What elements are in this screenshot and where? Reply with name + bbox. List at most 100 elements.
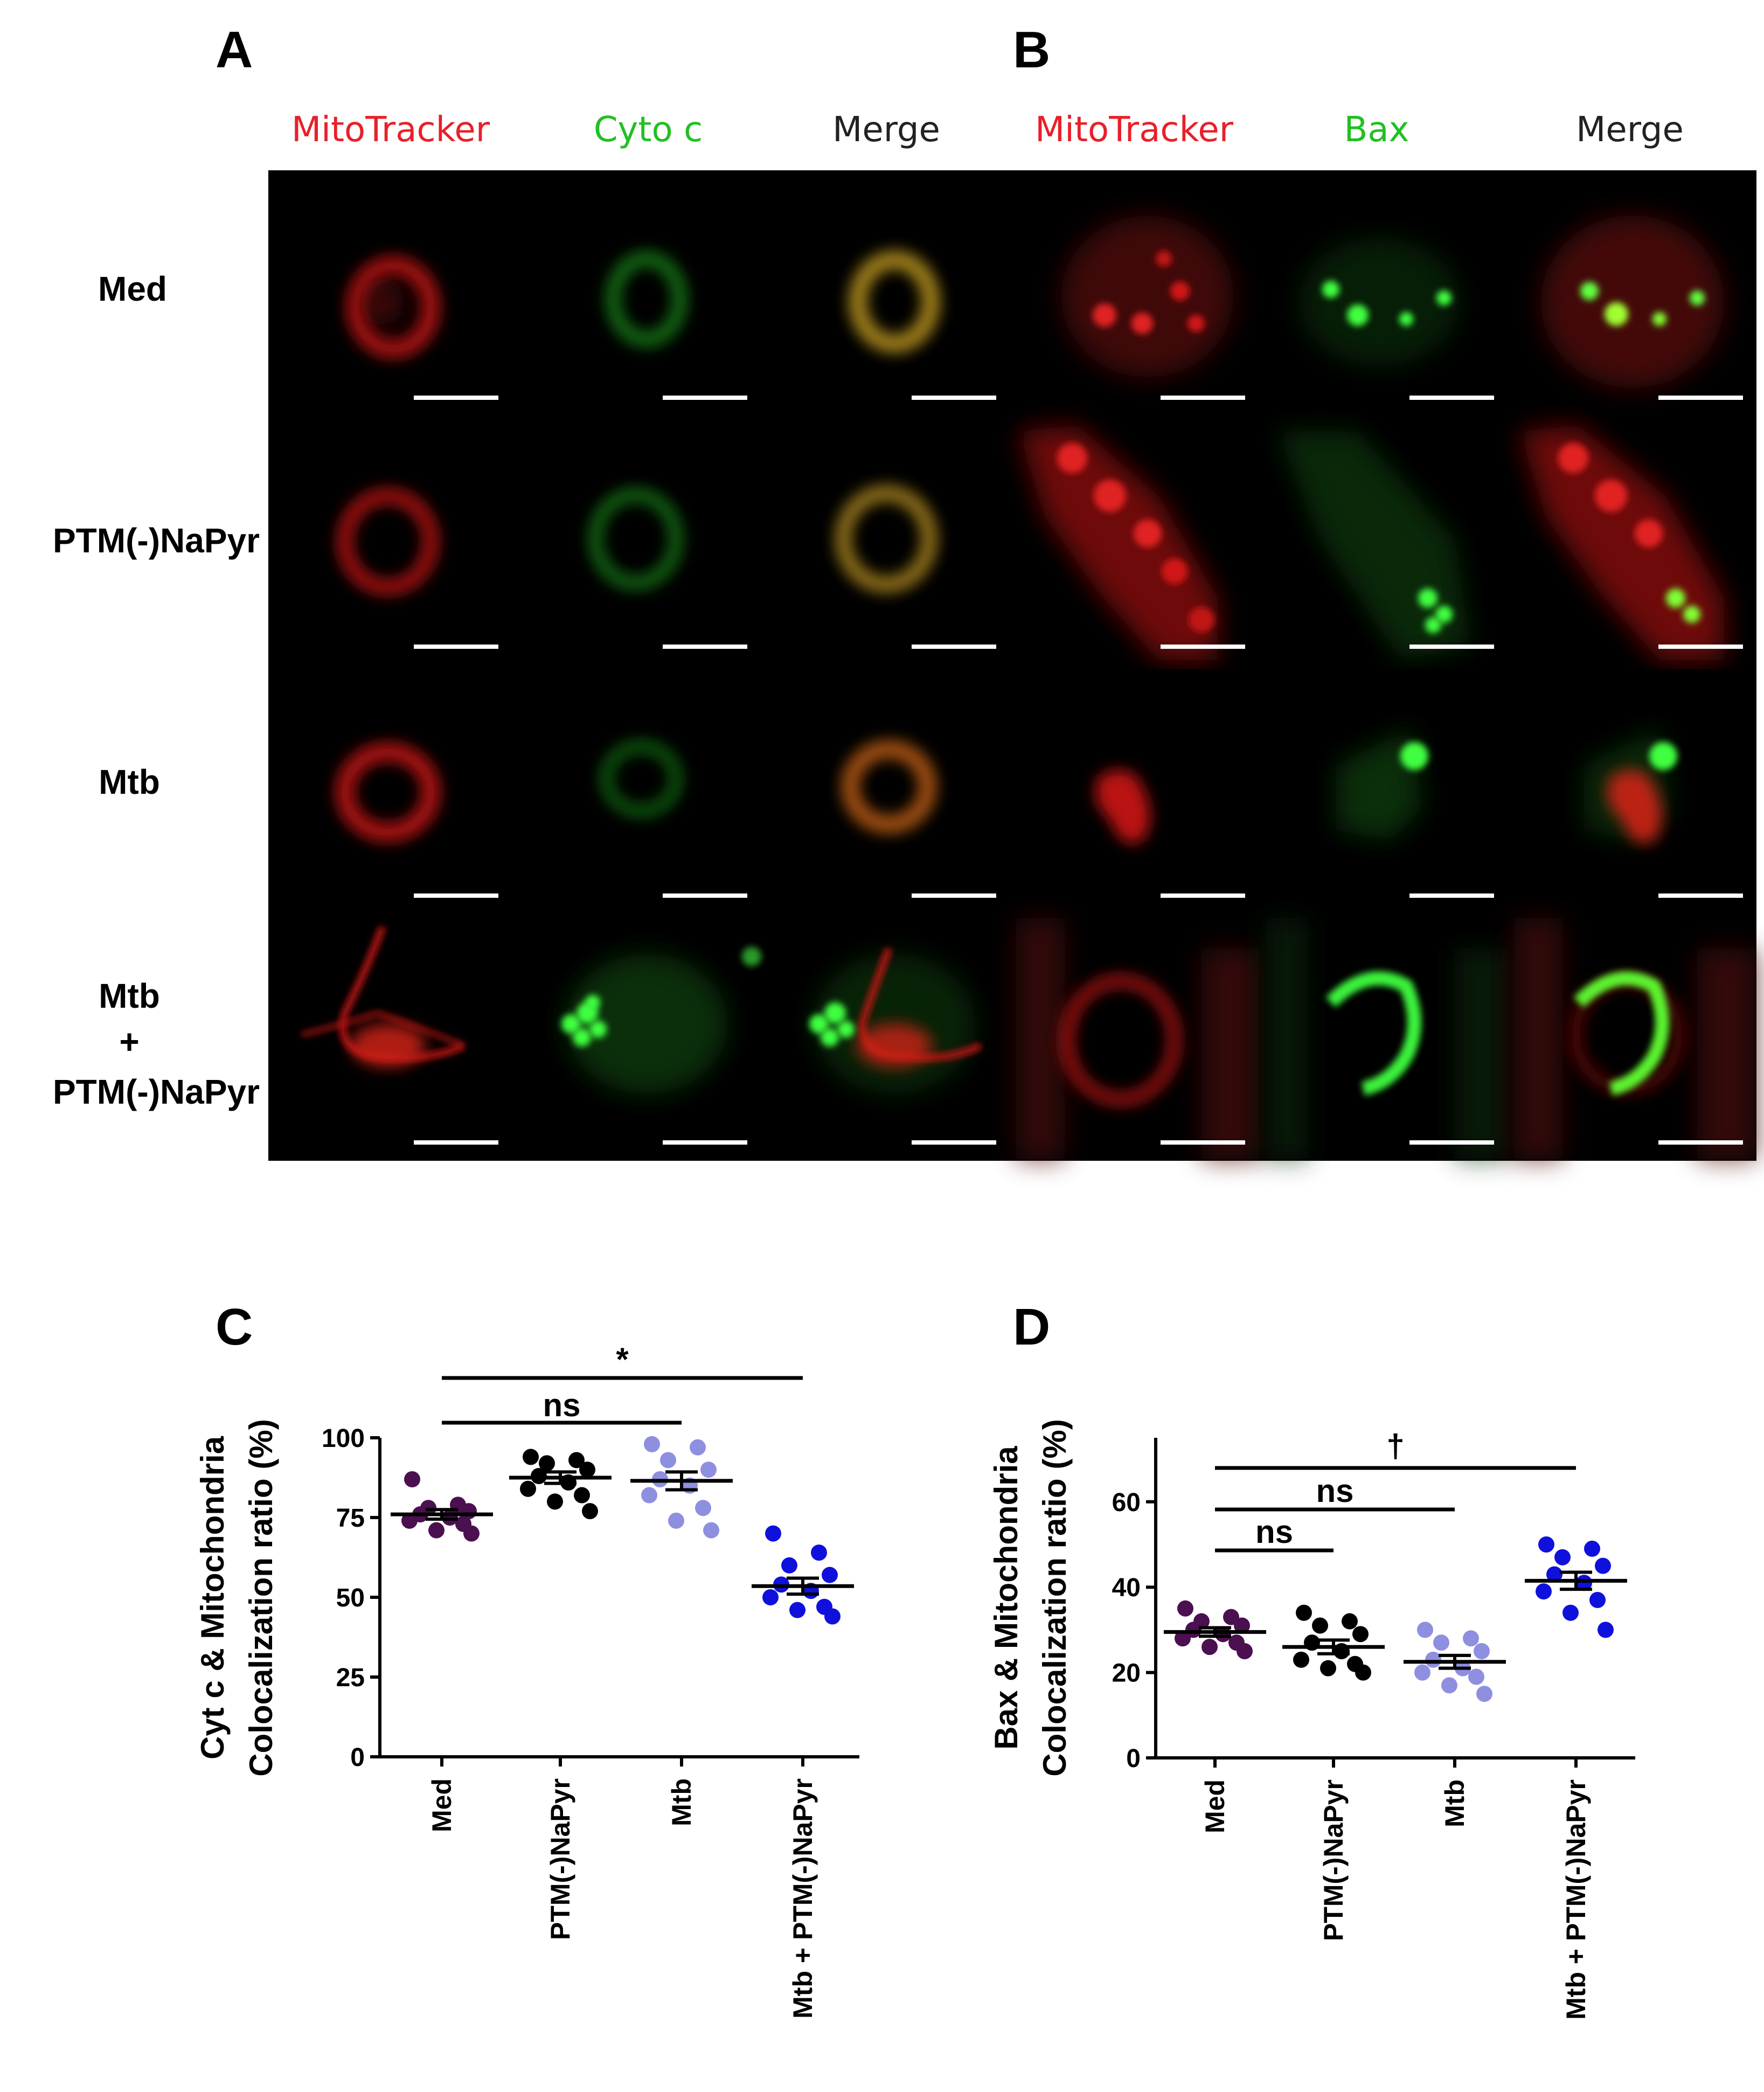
data-point [1296,1604,1312,1621]
data-point [463,1525,480,1542]
micro-image-a-r3-cyto-c [518,918,761,1160]
data-point [1441,1677,1457,1694]
data-point [523,1449,539,1465]
data-point [695,1500,711,1516]
data-point [700,1461,717,1478]
data-point [1474,1643,1490,1659]
micro-image-b-r2-mitotracker [1016,669,1259,912]
data-point [1177,1600,1193,1617]
microscopy-image-grid [268,170,1756,1161]
data-point [1320,1660,1336,1677]
data-point [668,1512,684,1529]
panel-letter-b: B [1013,21,1050,79]
y-tick-label: 25 [336,1664,365,1692]
significance-label: ns [1255,1514,1293,1550]
data-point [1554,1549,1571,1565]
data-point [1598,1622,1614,1638]
micro-image-a-r2-merge [767,669,1010,912]
micro-image-a-r2-mitotracker [269,669,512,912]
data-point [1312,1617,1328,1634]
data-point [1215,1626,1231,1643]
y-tick-label: 0 [1126,1744,1141,1773]
data-point [641,1487,657,1504]
y-tick-label: 75 [336,1504,365,1533]
scale-bars [414,396,1743,1145]
data-point [404,1471,420,1487]
data-point [1546,1566,1562,1583]
chart-c: 0 25 50 75 100 Cyt c & Mitochondria Colocaliza… [195,1341,859,2019]
micro-image-a-r3-mitotracker [269,918,512,1160]
x-tick-label: Mtb [1440,1779,1470,1827]
micro-image-b-r1-mitotracker [1016,420,1259,663]
x-tick-label: Mtb [666,1778,697,1826]
micro-image-b-r0-bax [1265,171,1508,414]
data-point [1237,1643,1253,1659]
data-point [1293,1651,1309,1668]
data-point [1175,1630,1191,1647]
data-point [1202,1639,1218,1655]
data-point [1538,1536,1554,1553]
data-point [547,1493,563,1510]
data-point [1355,1664,1371,1681]
data-point [1417,1622,1433,1638]
micro-image-b-r0-mitotracker [1016,171,1259,414]
panel-letter-a: A [216,21,253,79]
micro-image-a-r1-mitotracker [269,420,512,663]
y-axis-label: Bax & Mitochondria [988,1446,1024,1750]
data-point [1414,1664,1430,1681]
data-point [401,1512,418,1529]
y-axis-label: Cyt c & Mitochondria [195,1436,231,1760]
data-point [1562,1604,1579,1621]
header-a-cyto-c: Cyto c [594,110,703,150]
row-label-mtb-combo-line2: + [119,1022,139,1061]
y-tick-label: 100 [322,1424,365,1453]
y-axis-label: Colocalization ratio (%) [1037,1419,1073,1776]
data-point [579,1461,595,1478]
data-point [1595,1557,1611,1574]
data-point [1425,1651,1441,1668]
data-point [1468,1668,1484,1685]
y-tick-label: 60 [1112,1488,1141,1517]
data-point [789,1602,805,1618]
header-b-bax: Bax [1344,110,1409,150]
row-label-mtb-combo-line1: Mtb [99,976,160,1015]
micro-image-b-r3-bax [1265,918,1508,1160]
significance-label: ns [543,1387,580,1423]
data-point [1223,1609,1239,1625]
chart-d: 0 20 40 60 Bax & Mitochondria Colocalization … [988,1419,1635,2020]
y-tick-label: 20 [1112,1659,1141,1688]
row-label-mtb-combo-line3: PTM(-)NaPyr [53,1072,260,1111]
micro-image-b-r1-merge [1514,420,1756,663]
header-a-merge: Merge [832,110,940,150]
row-label-ptm-napyr: PTM(-)NaPyr [53,521,260,560]
panel-letter-d: D [1013,1298,1050,1356]
row-label-med: Med [98,269,167,308]
micro-image-b-r2-bax [1265,669,1508,912]
micro-image-b-r3-mitotracker [1016,918,1259,1160]
data-point [781,1557,797,1574]
significance-label: * [616,1341,629,1377]
micro-image-a-r1-cyto-c [518,420,761,663]
data-point [582,1503,598,1520]
header-b-mitotracker: MitoTracker [1035,110,1234,150]
data-point [1352,1626,1369,1643]
data-point [1589,1591,1606,1608]
data-point [824,1608,841,1625]
y-tick-label: 50 [336,1584,365,1612]
data-point [1185,1622,1202,1638]
panel-letter-c: C [216,1298,253,1356]
data-point [822,1567,838,1583]
significance-label: ns [1316,1473,1353,1509]
micro-image-a-r3-merge [767,918,1010,1160]
micro-image-a-r0-merge [767,171,1010,414]
data-point [428,1522,445,1539]
data-point [574,1487,590,1504]
data-point [703,1522,719,1539]
data-point [765,1525,781,1542]
micro-image-a-r0-mitotracker [269,171,512,414]
x-tick-label: PTM(-)NaPyr [545,1778,575,1940]
significance-label: † [1386,1428,1404,1464]
data-point [644,1436,660,1452]
micro-image-b-r3-merge [1514,918,1756,1160]
